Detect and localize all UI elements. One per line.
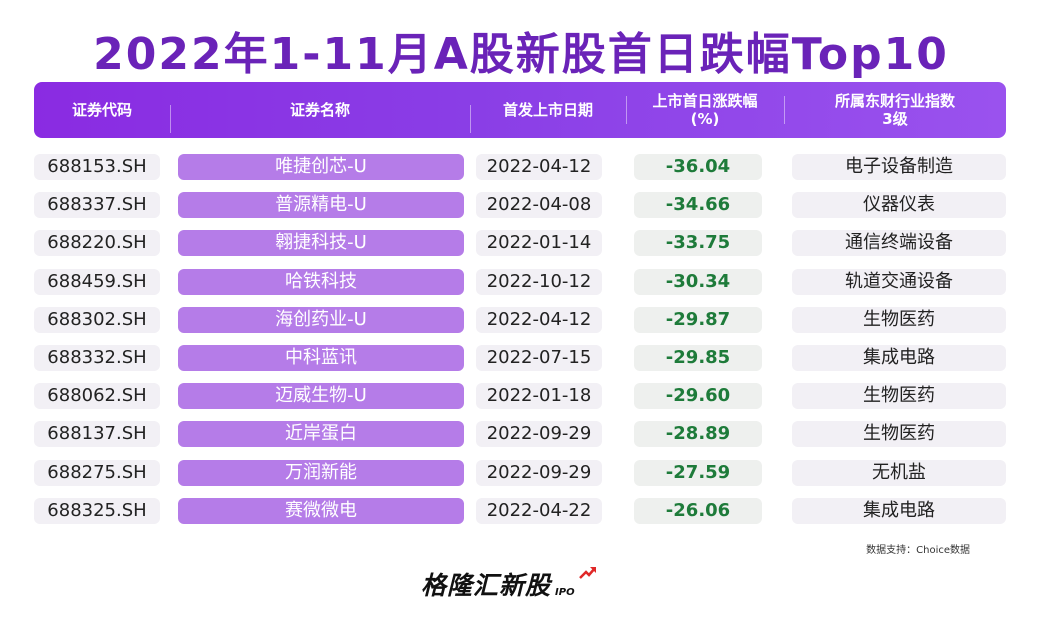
cell-name: 翱捷科技-U xyxy=(178,230,464,257)
header-change: 上市首日涨跌幅 (%) xyxy=(626,92,784,128)
header-date: 首发上市日期 xyxy=(470,101,626,133)
cell-change: -28.89 xyxy=(634,421,762,448)
table-row: 688137.SH 近岸蛋白 2022-09-29 -28.89 生物医药 xyxy=(34,419,1006,457)
cell-code: 688153.SH xyxy=(34,154,160,180)
cell-change: -36.04 xyxy=(634,154,762,180)
cell-name: 普源精电-U xyxy=(178,192,464,219)
cell-name: 迈威生物-U xyxy=(178,383,464,410)
table-row: 688337.SH 普源精电-U 2022-04-08 -34.66 仪器仪表 xyxy=(34,190,1006,228)
cell-change: -27.59 xyxy=(634,459,762,486)
brand-logo: 格隆汇新股 IPO xyxy=(421,566,596,602)
cell-name: 海创药业-U xyxy=(178,306,464,333)
trend-arrow-icon xyxy=(579,567,596,579)
cell-code: 688325.SH xyxy=(34,497,160,524)
cell-code: 688137.SH xyxy=(34,421,160,448)
cell-industry: 集成电路 xyxy=(792,344,1006,371)
header-change-unit: (%) xyxy=(690,110,720,128)
table-row: 688062.SH 迈威生物-U 2022-01-18 -29.60 生物医药 xyxy=(34,381,1006,419)
logo-text: 格隆汇新股 xyxy=(421,571,552,600)
header-industry: 所属东财行业指数 3级 xyxy=(784,92,1006,128)
cell-date: 2022-10-12 xyxy=(476,268,602,295)
cell-change: -34.66 xyxy=(634,192,762,219)
cell-code: 688220.SH xyxy=(34,230,160,257)
cell-date: 2022-01-14 xyxy=(476,230,602,257)
cell-name: 近岸蛋白 xyxy=(178,421,464,448)
cell-industry: 生物医药 xyxy=(792,383,1006,410)
header-name: 证券名称 xyxy=(170,101,470,133)
cell-industry: 电子设备制造 xyxy=(792,154,1006,180)
cell-industry: 无机盐 xyxy=(792,459,1006,486)
cell-change: -29.87 xyxy=(634,306,762,333)
cell-date: 2022-04-08 xyxy=(476,192,602,219)
cell-industry: 轨道交通设备 xyxy=(792,268,1006,295)
table-row: 688153.SH 唯捷创芯-U 2022-04-12 -36.04 电子设备制… xyxy=(34,152,1006,190)
cell-change: -29.60 xyxy=(634,383,762,410)
header-change-label: 上市首日涨跌幅 xyxy=(652,92,758,110)
page-title: 2022年1-11月A股新股首日跌幅Top10 xyxy=(93,29,949,80)
cell-change: -26.06 xyxy=(634,497,762,524)
table-header: 证券代码 证券名称 首发上市日期 上市首日涨跌幅 (%) 所属东财行业指数 3级 xyxy=(34,82,1006,138)
cell-code: 688459.SH xyxy=(34,268,160,295)
table-row: 688325.SH 赛微微电 2022-04-22 -26.06 集成电路 xyxy=(34,496,1006,534)
cell-date: 2022-09-29 xyxy=(476,421,602,448)
cell-name: 哈铁科技 xyxy=(178,268,464,295)
table-row: 688275.SH 万润新能 2022-09-29 -27.59 无机盐 xyxy=(34,458,1006,496)
header-industry-label: 所属东财行业指数 xyxy=(834,92,955,110)
cell-change: -33.75 xyxy=(634,230,762,257)
cell-industry: 通信终端设备 xyxy=(792,230,1006,257)
table-row: 688302.SH 海创药业-U 2022-04-12 -29.87 生物医药 xyxy=(34,305,1006,343)
cell-name: 赛微微电 xyxy=(178,497,464,524)
cell-industry: 生物医药 xyxy=(792,306,1006,333)
cell-name: 万润新能 xyxy=(178,459,464,486)
table-body: 688153.SH 唯捷创芯-U 2022-04-12 -36.04 电子设备制… xyxy=(34,152,1006,534)
cell-date: 2022-04-12 xyxy=(476,154,602,180)
cell-industry: 生物医药 xyxy=(792,421,1006,448)
cell-code: 688275.SH xyxy=(34,459,160,486)
cell-change: -29.85 xyxy=(634,344,762,371)
header-code: 证券代码 xyxy=(71,101,132,119)
header-industry-level: 3级 xyxy=(882,110,908,128)
cell-date: 2022-09-29 xyxy=(476,459,602,486)
cell-change: -30.34 xyxy=(634,268,762,295)
cell-name: 中科蓝讯 xyxy=(178,344,464,371)
cell-code: 688332.SH xyxy=(34,344,160,371)
cell-date: 2022-01-18 xyxy=(476,383,602,410)
cell-industry: 集成电路 xyxy=(792,497,1006,524)
cell-industry: 仪器仪表 xyxy=(792,192,1006,219)
cell-name: 唯捷创芯-U xyxy=(178,154,464,180)
cell-date: 2022-07-15 xyxy=(476,344,602,371)
cell-code: 688062.SH xyxy=(34,383,160,410)
cell-code: 688337.SH xyxy=(34,192,160,219)
cell-code: 688302.SH xyxy=(34,306,160,333)
table-row: 688459.SH 哈铁科技 2022-10-12 -30.34 轨道交通设备 xyxy=(34,267,1006,305)
cell-date: 2022-04-22 xyxy=(476,497,602,524)
data-source-note: 数据支持：Choice数据 xyxy=(866,545,970,556)
table-row: 688332.SH 中科蓝讯 2022-07-15 -29.85 集成电路 xyxy=(34,343,1006,381)
cell-date: 2022-04-12 xyxy=(476,306,602,333)
logo-subtext: IPO xyxy=(555,587,575,598)
table-row: 688220.SH 翱捷科技-U 2022-01-14 -33.75 通信终端设… xyxy=(34,228,1006,266)
